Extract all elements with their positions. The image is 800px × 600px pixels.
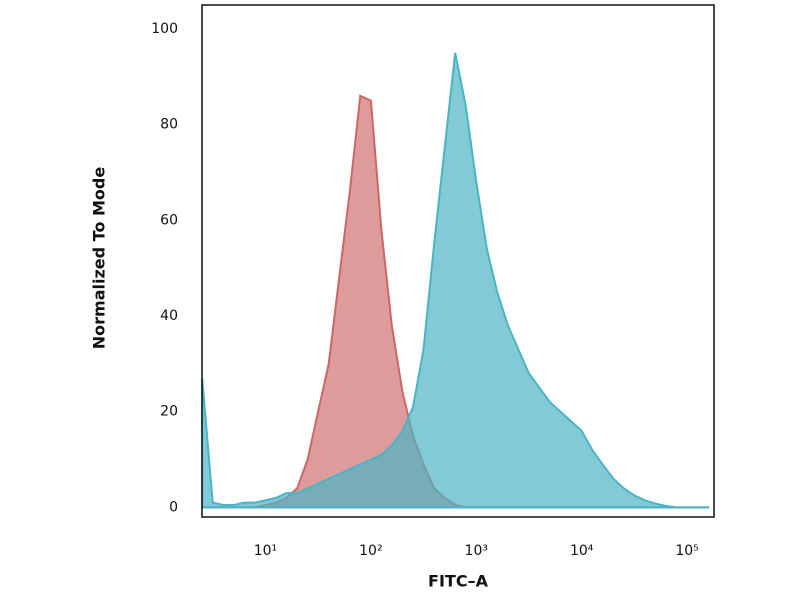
y-tick-label: 40 <box>160 308 178 324</box>
plot-frame <box>201 4 715 518</box>
y-axis-label: Normalized To Mode <box>90 167 109 350</box>
y-tick-label: 100 <box>151 21 178 37</box>
x-tick-label: 10¹ <box>254 543 277 559</box>
x-tick-label: 10² <box>359 543 382 559</box>
y-tick-label: 20 <box>160 404 178 420</box>
x-tick-label: 10⁴ <box>570 543 594 559</box>
histogram-area <box>201 52 709 509</box>
y-tick-label: 80 <box>160 117 178 133</box>
x-axis-label: FITC–A <box>428 572 489 591</box>
y-tick-label: 0 <box>169 499 178 515</box>
y-tick-label: 60 <box>160 212 178 228</box>
x-tick-label: 10³ <box>465 543 488 559</box>
x-tick-label: 10⁵ <box>675 543 698 559</box>
